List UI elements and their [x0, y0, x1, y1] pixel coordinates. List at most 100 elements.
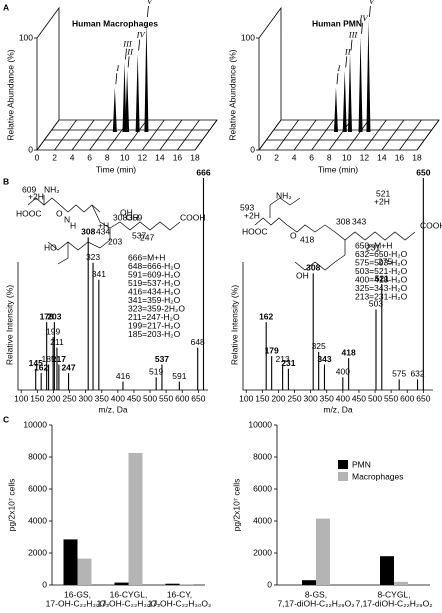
y-axis-label: Relative Intensity (%) — [4, 285, 14, 365]
peak — [112, 87, 117, 132]
x-tick-label: 650 — [191, 393, 205, 403]
structure-label: 247 — [140, 232, 154, 242]
y-tick-label: 0 — [28, 144, 33, 154]
peak — [333, 87, 338, 132]
bar — [165, 583, 180, 585]
x-tick-label: 16 — [173, 152, 183, 162]
legend-swatch — [338, 460, 348, 469]
x-axis-label: Time (min) — [96, 164, 136, 174]
peak-label: IV — [136, 30, 147, 40]
peak-arrow — [345, 56, 348, 68]
structure-label: 343 — [352, 216, 366, 226]
peak-label: 537 — [155, 354, 169, 364]
structure-label: NH₂ — [44, 184, 60, 194]
structure-label: H — [70, 220, 76, 230]
grid-line — [311, 119, 334, 151]
bar — [63, 539, 78, 585]
y-tick-label: 2000 — [253, 547, 272, 557]
peak-label: III — [348, 30, 359, 40]
structure-label: O — [290, 230, 297, 240]
structure-label: 308 — [336, 216, 350, 226]
structure-label: 308 — [113, 212, 127, 222]
structure-label: +H — [98, 220, 109, 230]
fragment-note: 213=231-H₂O — [355, 291, 408, 301]
x-tick-label: 7,17-diOH-C₂₂H₂₉O₂ — [355, 598, 432, 608]
bar — [302, 580, 316, 585]
structure-left — [27, 195, 181, 265]
structure-label: 434 — [96, 226, 110, 236]
peak-label: 231 — [281, 358, 295, 368]
y-axis-label: Relative Abundance (%) — [5, 49, 15, 140]
y-tick-label: 4000 — [28, 515, 47, 525]
peak-arrow — [125, 48, 127, 60]
x-tick-label: 17-OH-C₂₂H₃₀O₂ — [148, 598, 212, 608]
x-tick-label: 550 — [384, 393, 398, 403]
peak-label: 325 — [312, 341, 326, 351]
x-tick-label: 250 — [62, 393, 76, 403]
y-tick-label: 0 — [42, 579, 47, 589]
structure-label: NH₂ — [276, 190, 292, 200]
y-axis-label: pg/2x10⁷ cells — [231, 479, 241, 532]
x-tick-label: 8 — [105, 152, 110, 162]
peak-label: III — [122, 39, 133, 49]
structure-label: 537 — [132, 230, 146, 240]
y-tick-label: 0 — [250, 144, 255, 154]
x-tick-label: 200 — [271, 393, 285, 403]
structure-label: COOH — [420, 220, 442, 230]
x-tick-label: 18 — [190, 152, 200, 162]
legend-label: Macrophages — [352, 471, 404, 481]
fragment-note: 648=666-H₂O — [128, 261, 181, 271]
axes — [17, 262, 208, 391]
y-tick-label: 6000 — [28, 483, 47, 493]
x-tick-label: 400 — [111, 393, 125, 403]
structure-label: COOH — [180, 212, 206, 222]
grid-line — [346, 119, 370, 151]
peak-label: 213 — [276, 354, 290, 364]
structure-label: +2H — [28, 191, 44, 201]
structure-label: 231 — [366, 242, 380, 252]
structure-label: 359 — [128, 212, 142, 222]
peak-label: 217 — [52, 354, 66, 364]
x-tick-label: 8 — [327, 152, 332, 162]
y-tick-label: 100 — [19, 32, 33, 42]
x-tick-label: 350 — [320, 393, 334, 403]
y-axis-label: Relative Intensity (%) — [229, 285, 239, 365]
y-axis-label: Relative Abundance (%) — [227, 49, 237, 140]
grid-line — [416, 119, 440, 151]
grid-line — [142, 119, 165, 151]
panel-label: A — [3, 2, 9, 12]
peak — [358, 36, 363, 132]
legend-label: PMN — [352, 459, 371, 469]
bar — [77, 558, 92, 585]
x-tick-label: 4 — [292, 152, 297, 162]
peak-label: 162 — [34, 362, 48, 372]
structure-label: HOOC — [242, 226, 268, 236]
y-tick-label: 8000 — [28, 451, 47, 461]
panel-label: C — [3, 414, 9, 424]
peak-arrow — [115, 73, 118, 85]
structure-label: 609 — [22, 184, 36, 194]
peak-label: 308 — [306, 263, 320, 273]
fragment-note: 416=434-H₂O — [128, 286, 181, 296]
x-tick-label: 16-CYGL, — [110, 589, 148, 599]
x-tick-label: 17-OH-C₂₂H₃₀O₂ — [97, 598, 161, 608]
chart-title: Human Macrophages — [72, 18, 158, 28]
x-tick-label: 16-CY, — [167, 589, 192, 599]
peak-label: 185 — [41, 354, 55, 364]
fragment-note: 591=609-H₂O — [128, 269, 181, 279]
peak-arrow — [127, 56, 130, 68]
peak-arrow — [369, 5, 371, 18]
x-tick-label: 4 — [70, 152, 75, 162]
peak-label: 519 — [149, 367, 163, 377]
peak-arrow — [147, 5, 149, 18]
peak-label: I — [115, 63, 120, 73]
bar — [316, 518, 330, 585]
fragment-note: 341=359-H₂O — [128, 295, 181, 305]
peak — [348, 53, 352, 132]
peak-label: IV — [359, 13, 370, 23]
peak-label: 503 — [369, 299, 383, 309]
legend-swatch — [338, 472, 348, 481]
x-tick-label: 6 — [87, 152, 92, 162]
grid-line — [124, 119, 148, 151]
